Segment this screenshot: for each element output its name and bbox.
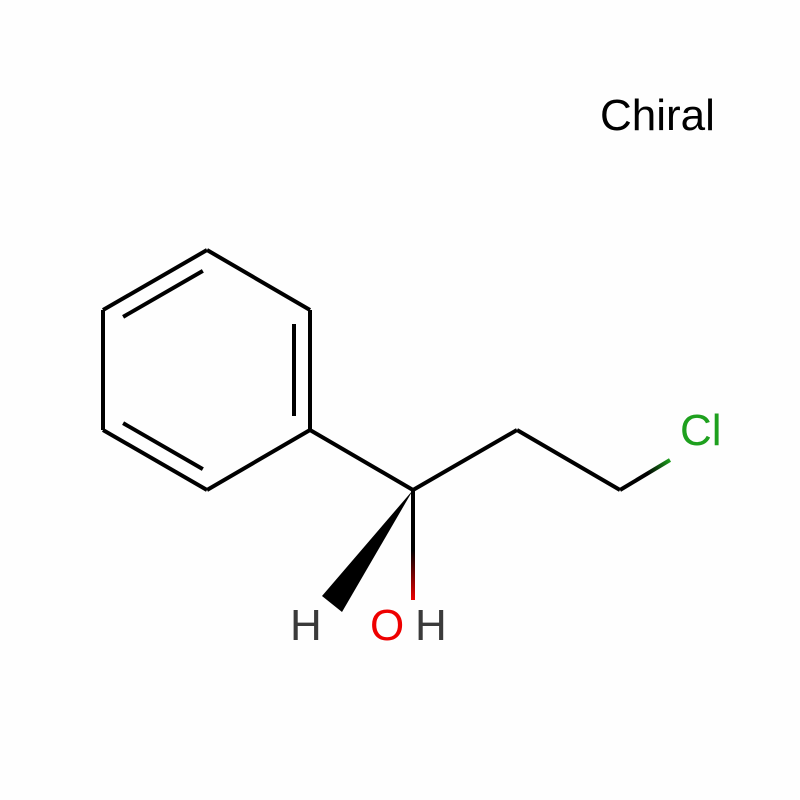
chiral-label: Chiral	[600, 91, 715, 140]
h-label: H	[290, 601, 322, 650]
ring-bond	[103, 430, 207, 490]
ring-double-bond	[123, 423, 203, 469]
oh-h-label: H	[415, 601, 447, 650]
bond-c3-cl	[620, 460, 670, 490]
bond-stereo-c2	[413, 430, 517, 490]
bond-c2-c3	[517, 430, 620, 490]
ring-bond	[207, 250, 310, 310]
ring-bond	[207, 430, 310, 490]
ring-bond	[103, 250, 207, 310]
oh-o-label: O	[370, 601, 404, 650]
cl-label: Cl	[680, 406, 722, 455]
ring-double-bond	[123, 271, 203, 317]
wedge-bond	[322, 490, 413, 612]
molecule-diagram: Chiral Cl HOH	[0, 0, 800, 800]
bond-ring-stereo	[310, 430, 413, 490]
